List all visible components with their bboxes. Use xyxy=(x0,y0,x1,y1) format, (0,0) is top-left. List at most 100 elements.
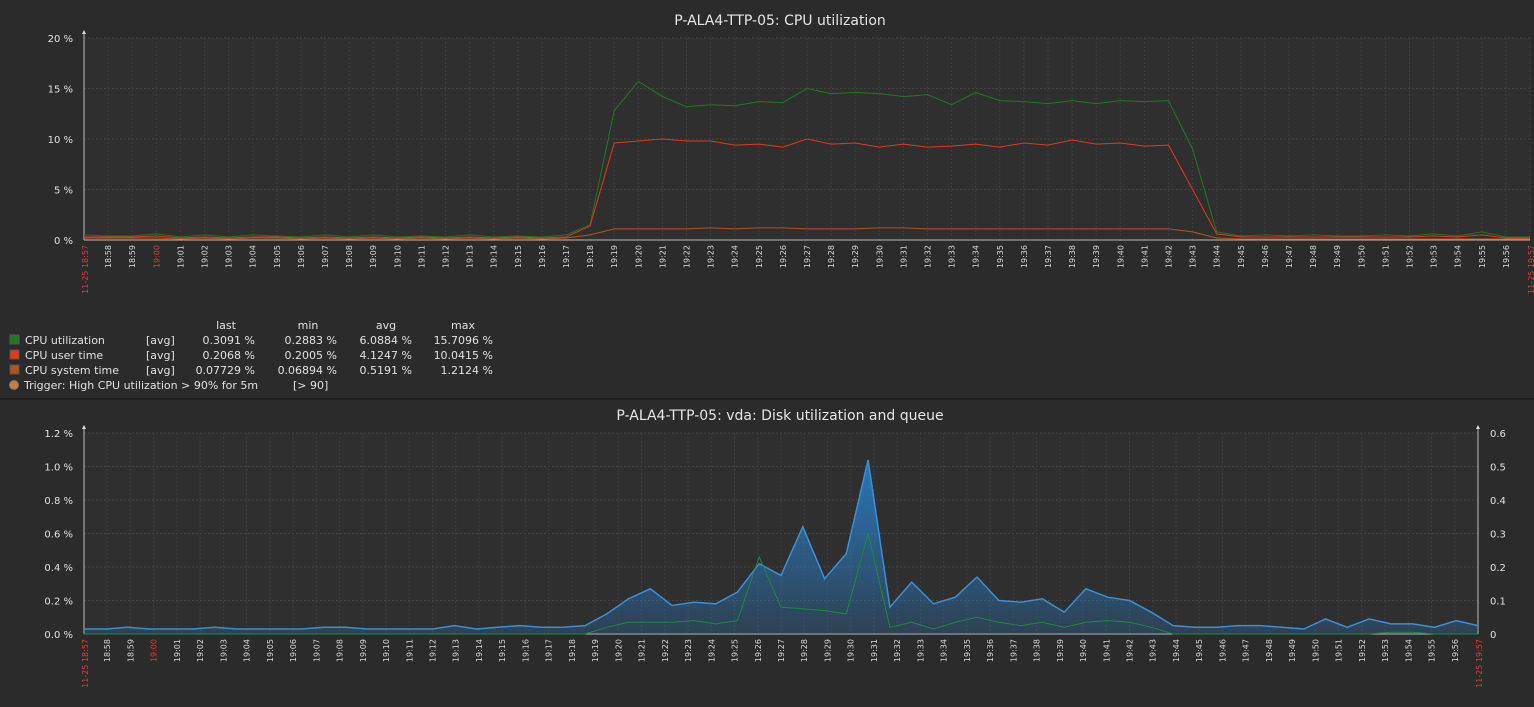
x-tick-label: 19:00 xyxy=(152,245,161,268)
legend-func: [avg] xyxy=(146,334,175,347)
y2-tick-label: 0.2 xyxy=(1490,563,1506,574)
x-tick-label: 19:15 xyxy=(498,639,507,662)
cpu-utilization-graph: P-ALA4-TTP-05: CPU utilization 0 % 5 % 10 %… xyxy=(0,0,1534,398)
x-tick-label: 19:31 xyxy=(899,245,908,268)
x-tick-label: 19:37 xyxy=(1009,639,1018,662)
series-line xyxy=(83,80,1530,238)
x-tick-label: 19:52 xyxy=(1358,639,1367,662)
x-tick-label: 19:47 xyxy=(1242,639,1251,662)
y-tick-label: 5 % xyxy=(54,186,73,197)
x-tick-label: 19:25 xyxy=(731,639,740,662)
graph-title: P-ALA4-TTP-05: vda: Disk utilization and… xyxy=(616,408,943,424)
x-tick-label: 19:38 xyxy=(1033,639,1042,662)
x-tick-label: 19:56 xyxy=(1502,245,1511,268)
y-tick-label: 0.2 % xyxy=(44,597,73,608)
legend-avg: 0.5191 % xyxy=(360,364,412,377)
series-area xyxy=(84,459,1478,634)
legend-last: 0.3091 % xyxy=(203,334,255,347)
x-tick-label: 19:07 xyxy=(312,639,321,662)
legend-last: 0.2068 % xyxy=(203,349,255,362)
x-tick-label: 19:13 xyxy=(452,639,461,662)
y2-tick-label: 0.4 xyxy=(1490,496,1506,507)
legend-avg: 6.0884 % xyxy=(360,334,412,347)
x-tick-label: 19:09 xyxy=(359,639,368,662)
x-tick-label: 19:39 xyxy=(1056,639,1065,662)
x-tick-label: 19:21 xyxy=(658,245,667,268)
x-start-label: 11-25 18:57 xyxy=(81,245,90,294)
x-tick-label: 19:33 xyxy=(916,639,925,662)
y-tick-label: 1.2 % xyxy=(44,429,73,440)
x-tick-label: 19:05 xyxy=(273,245,282,268)
trigger-icon xyxy=(9,380,19,390)
x-tick-label: 19:48 xyxy=(1265,639,1274,662)
x-tick-label: 19:08 xyxy=(336,639,345,662)
legend-header: last xyxy=(216,319,237,332)
x-tick-label: 19:56 xyxy=(1451,639,1460,662)
x-tick-label: 19:36 xyxy=(1020,245,1029,268)
legend-max: 15.7096 % xyxy=(434,334,493,347)
y-tick-label: 0.4 % xyxy=(44,563,73,574)
x-end-label: 11-25 19:57 xyxy=(1527,245,1534,294)
x-tick-label: 19:53 xyxy=(1430,245,1439,268)
x-tick-label: 19:29 xyxy=(851,245,860,268)
legend-swatch xyxy=(9,364,20,375)
x-tick-label: 19:32 xyxy=(924,245,933,268)
x-tick-label: 19:17 xyxy=(545,639,554,662)
legend-min: 0.2883 % xyxy=(285,334,337,347)
x-tick-label: 19:45 xyxy=(1237,245,1246,268)
x-tick-label: 19:49 xyxy=(1288,639,1297,662)
x-tick-label: 19:19 xyxy=(591,639,600,662)
x-tick-label: 19:49 xyxy=(1333,245,1342,268)
x-tick-label: 19:11 xyxy=(417,245,426,268)
x-tick-label: 19:27 xyxy=(777,639,786,662)
y2-tick-label: 0.1 xyxy=(1490,597,1506,608)
graph-title: P-ALA4-TTP-05: CPU utilization xyxy=(674,13,886,29)
x-tick-label: 19:22 xyxy=(683,245,692,268)
x-tick-label: 19:10 xyxy=(393,245,402,268)
legend-trigger-value: [> 90] xyxy=(293,379,328,392)
y-axis-arrow-icon xyxy=(82,425,86,429)
legend-max: 1.2124 % xyxy=(441,364,493,377)
x-tick-label: 19:25 xyxy=(755,245,764,268)
x-tick-label: 19:54 xyxy=(1454,245,1463,268)
x-tick-label: 19:29 xyxy=(823,639,832,662)
x-tick-label: 19:04 xyxy=(249,245,258,268)
y-tick-label: 1.0 % xyxy=(44,463,73,474)
x-tick-label: 19:12 xyxy=(429,639,438,662)
x-tick-label: 19:41 xyxy=(1102,639,1111,662)
legend-min: 0.2005 % xyxy=(285,349,337,362)
x-tick-label: 19:01 xyxy=(176,245,185,268)
x-tick-label: 19:08 xyxy=(345,245,354,268)
legend-header: avg xyxy=(376,319,396,332)
x-tick-label: 19:03 xyxy=(219,639,228,662)
x-tick-label: 19:19 xyxy=(610,245,619,268)
legend-series-name: CPU utilization xyxy=(25,334,105,347)
x-start-label: 11-25 18:57 xyxy=(81,639,90,688)
x-tick-label: 19:45 xyxy=(1195,639,1204,662)
x-tick-label: 19:38 xyxy=(1068,245,1077,268)
y-tick-label: 0.6 % xyxy=(44,530,73,541)
x-tick-label: 19:35 xyxy=(996,245,1005,268)
x-tick-label: 19:05 xyxy=(266,639,275,662)
y-tick-label: 20 % xyxy=(48,34,73,45)
x-tick-label: 19:34 xyxy=(940,639,949,662)
y2-tick-label: 0 xyxy=(1490,630,1496,641)
x-tick-label: 19:01 xyxy=(173,639,182,662)
x-tick-label: 19:16 xyxy=(538,245,547,268)
y-tick-label: 0.0 % xyxy=(44,630,73,641)
x-tick-label: 19:16 xyxy=(521,639,530,662)
x-tick-label: 19:06 xyxy=(289,639,298,662)
x-tick-label: 19:28 xyxy=(827,245,836,268)
x-tick-label: 19:18 xyxy=(568,639,577,662)
x-tick-label: 19:14 xyxy=(490,245,499,268)
x-tick-label: 19:40 xyxy=(1079,639,1088,662)
x-tick-label: 19:17 xyxy=(562,245,571,268)
y2-axis-arrow-icon xyxy=(1476,425,1480,429)
x-tick-label: 19:30 xyxy=(847,639,856,662)
x-tick-label: 19:14 xyxy=(475,639,484,662)
x-tick-label: 19:50 xyxy=(1311,639,1320,662)
x-tick-label: 19:11 xyxy=(405,639,414,662)
x-tick-label: 19:28 xyxy=(800,639,809,662)
x-tick-label: 19:50 xyxy=(1357,245,1366,268)
x-tick-label: 19:55 xyxy=(1428,639,1437,662)
